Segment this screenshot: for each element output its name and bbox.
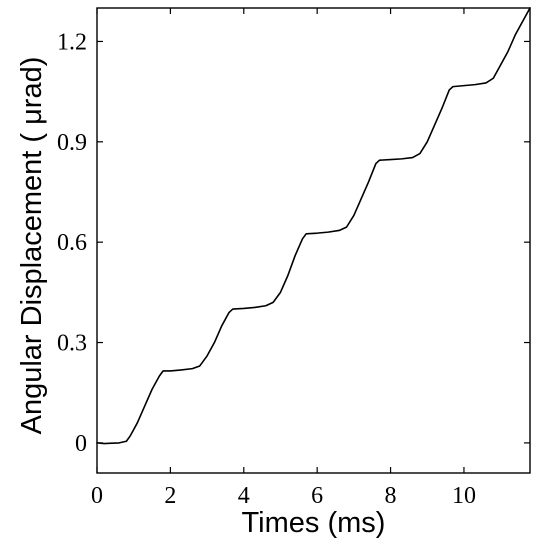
x-axis-label: Times (ms) <box>242 507 386 539</box>
x-axis-ticks: 0 2 4 6 8 10 <box>91 8 476 509</box>
y-tick-label: 0.6 <box>57 230 87 256</box>
y-tick-label: 0 <box>75 431 87 457</box>
y-axis-ticks: 0 0.3 0.6 0.9 1.2 <box>57 29 530 457</box>
y-axis-label: Angular Displacement ( μrad) <box>16 57 48 435</box>
x-tick-label: 8 <box>385 483 397 509</box>
series-line <box>96 7 531 445</box>
x-tick-label: 0 <box>91 483 103 509</box>
y-tick-label: 0.3 <box>57 331 87 357</box>
x-tick-label: 4 <box>238 483 250 509</box>
y-tick-label: 0.9 <box>57 130 87 156</box>
plot-area <box>96 7 531 474</box>
y-tick-label: 1.2 <box>57 29 87 55</box>
x-tick-label: 2 <box>164 483 176 509</box>
axes-box <box>96 7 531 474</box>
x-tick-label: 10 <box>452 483 476 509</box>
x-tick-label: 6 <box>311 483 323 509</box>
